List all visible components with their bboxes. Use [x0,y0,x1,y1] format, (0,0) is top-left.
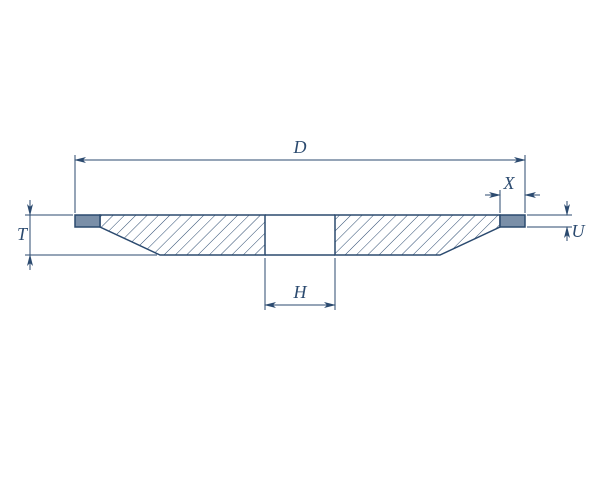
rim-left [75,215,100,227]
label-T: T [17,224,29,244]
label-D: D [293,137,307,157]
dimension-U: U [527,201,586,241]
rim-right [500,215,525,227]
cross-section-drawing: D X H T U [0,0,600,500]
dimension-H: H [265,258,335,310]
body-right-hatched [335,215,500,255]
label-U: U [572,221,586,241]
label-X: X [503,173,516,193]
body-left-hatched [100,215,265,255]
dimension-X: X [485,173,540,213]
dimension-D: D [75,137,525,213]
label-H: H [293,282,308,302]
